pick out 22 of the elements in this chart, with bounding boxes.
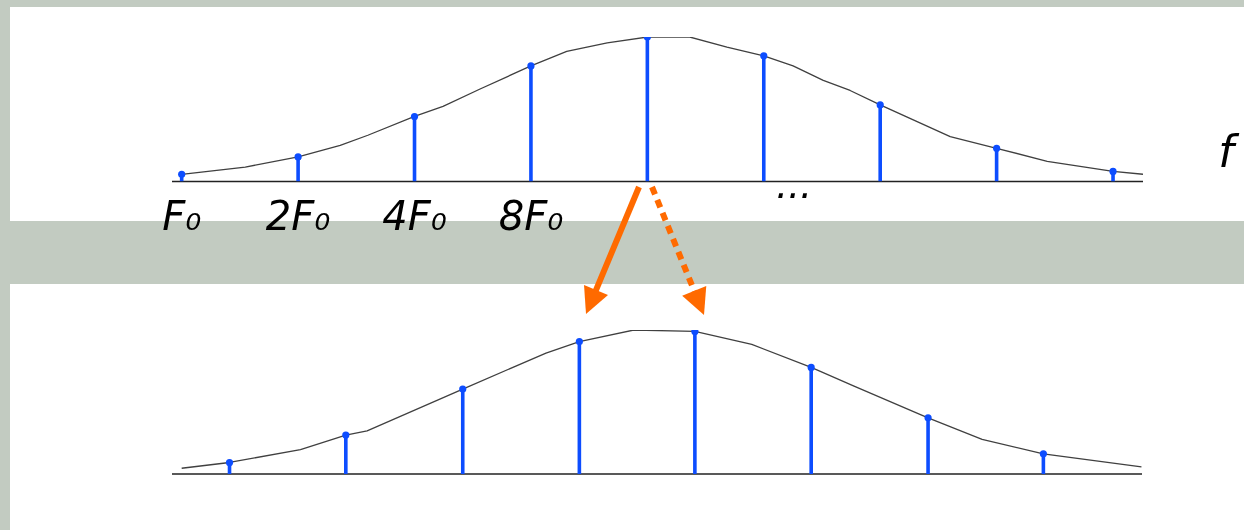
point [1109, 167, 1117, 175]
point [807, 363, 815, 372]
point [575, 337, 583, 346]
point [876, 101, 884, 109]
x-axis-title: f [1218, 126, 1241, 177]
point [459, 385, 467, 393]
x-tick-label: 8F₀ [498, 192, 564, 239]
point [225, 458, 234, 467]
point [527, 62, 535, 70]
point [294, 153, 302, 161]
x-tick-label: 4F₀ [382, 192, 447, 239]
point [178, 170, 186, 178]
x-tick-label: 2F₀ [265, 192, 331, 239]
point [924, 414, 932, 422]
point [342, 431, 350, 439]
annotation: ... [775, 163, 813, 207]
point [993, 144, 1001, 152]
point [760, 52, 768, 60]
point [691, 330, 699, 336]
x-tick-label: F₀ [162, 192, 202, 239]
point [410, 112, 419, 121]
point [1039, 450, 1047, 458]
